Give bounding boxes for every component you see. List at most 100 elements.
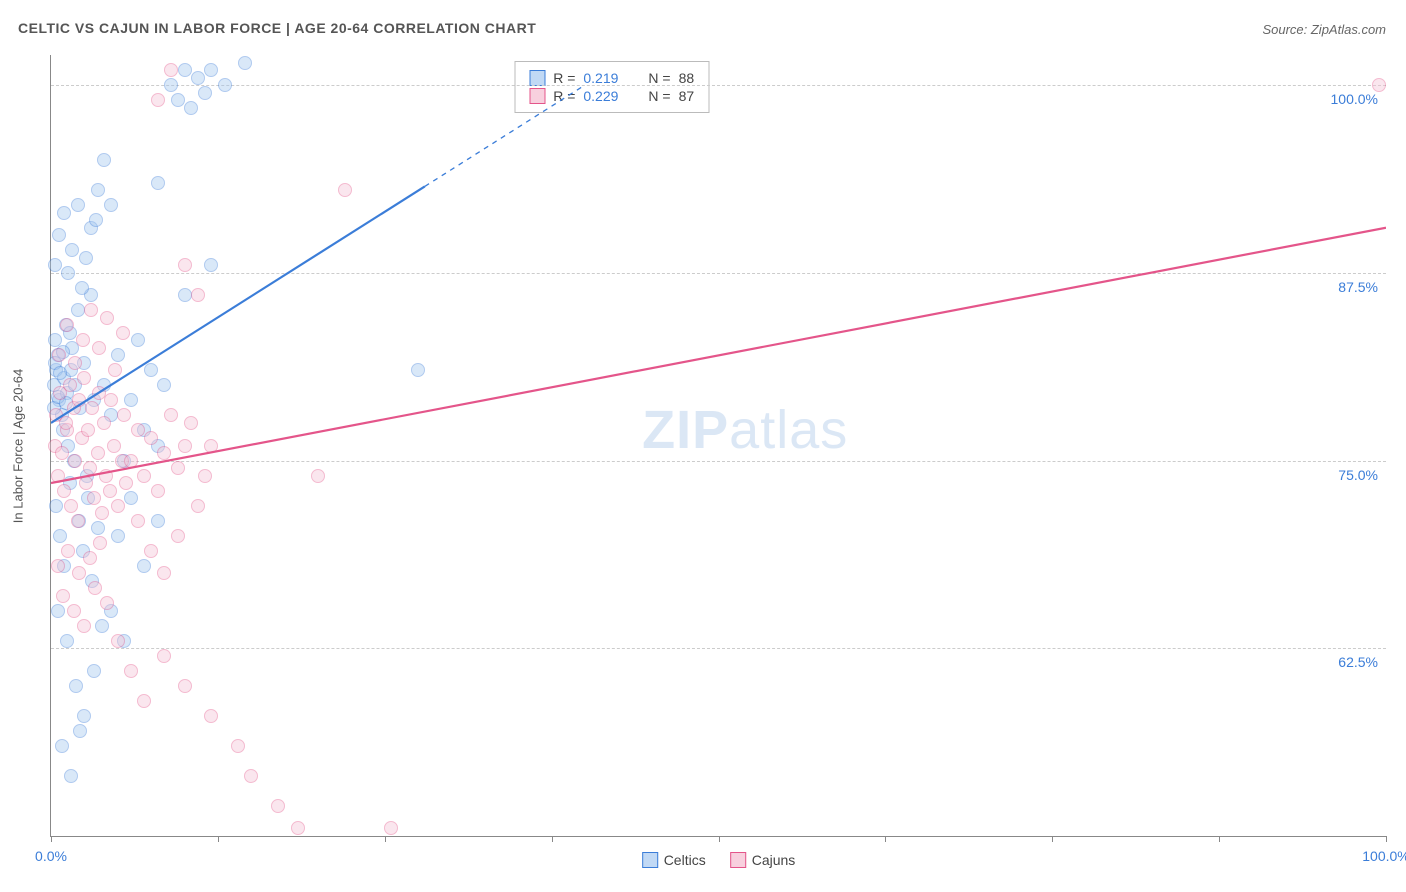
scatter-point (144, 363, 158, 377)
legend-swatch-icon (730, 852, 746, 868)
scatter-point (111, 348, 125, 362)
scatter-point (231, 739, 245, 753)
x-tick-label: 0.0% (35, 848, 67, 864)
scatter-point (137, 469, 151, 483)
scatter-point (204, 439, 218, 453)
scatter-point (157, 566, 171, 580)
gridline (51, 273, 1386, 274)
scatter-point (53, 529, 67, 543)
scatter-point (71, 514, 85, 528)
x-tick (1386, 836, 1387, 842)
scatter-point (137, 694, 151, 708)
scatter-point (178, 679, 192, 693)
scatter-point (171, 529, 185, 543)
scatter-point (71, 303, 85, 317)
scatter-point (191, 288, 205, 302)
legend-label: Cajuns (752, 852, 796, 868)
scatter-point (111, 529, 125, 543)
scatter-point (84, 303, 98, 317)
x-tick (885, 836, 886, 842)
scatter-point (51, 469, 65, 483)
scatter-point (91, 521, 105, 535)
scatter-point (72, 566, 86, 580)
y-tick-label: 62.5% (1338, 654, 1378, 670)
scatter-point (91, 446, 105, 460)
scatter-point (69, 679, 83, 693)
scatter-point (57, 206, 71, 220)
scatter-point (76, 333, 90, 347)
scatter-point (124, 454, 138, 468)
legend-swatch-icon (642, 852, 658, 868)
watermark: ZIPatlas (642, 399, 848, 461)
scatter-point (93, 536, 107, 550)
x-tick-label: 100.0% (1362, 848, 1406, 864)
stats-legend-row: R =0.219N =88 (529, 70, 694, 86)
scatter-point (55, 446, 69, 460)
scatter-point (68, 356, 82, 370)
scatter-point (77, 371, 91, 385)
scatter-point (64, 769, 78, 783)
scatter-point (61, 544, 75, 558)
scatter-point (68, 454, 82, 468)
x-tick (1052, 836, 1053, 842)
scatter-point (61, 266, 75, 280)
scatter-point (124, 664, 138, 678)
scatter-point (311, 469, 325, 483)
scatter-point (178, 288, 192, 302)
scatter-point (119, 476, 133, 490)
scatter-point (87, 664, 101, 678)
y-axis-title: In Labor Force | Age 20-64 (11, 369, 26, 523)
scatter-point (171, 461, 185, 475)
legend-item-celtics: Celtics (642, 852, 706, 868)
scatter-point (198, 469, 212, 483)
scatter-point (171, 93, 185, 107)
scatter-point (85, 401, 99, 415)
y-tick-label: 100.0% (1331, 91, 1378, 107)
x-tick (719, 836, 720, 842)
scatter-point (244, 769, 258, 783)
stats-legend-row: R =0.229N =87 (529, 88, 694, 104)
scatter-point (184, 416, 198, 430)
scatter-point (338, 183, 352, 197)
scatter-point (204, 63, 218, 77)
scatter-point (92, 341, 106, 355)
scatter-point (164, 63, 178, 77)
legend-item-cajuns: Cajuns (730, 852, 796, 868)
scatter-point (1372, 78, 1386, 92)
scatter-point (88, 581, 102, 595)
scatter-point (87, 491, 101, 505)
scatter-point (111, 499, 125, 513)
scatter-point (51, 604, 65, 618)
scatter-point (91, 183, 105, 197)
legend-swatch-icon (529, 70, 545, 86)
gridline (51, 648, 1386, 649)
scatter-point (164, 408, 178, 422)
scatter-point (97, 416, 111, 430)
scatter-point (411, 363, 425, 377)
gridline (51, 461, 1386, 462)
scatter-point (157, 649, 171, 663)
scatter-point (157, 446, 171, 460)
scatter-point (95, 619, 109, 633)
y-tick-label: 87.5% (1338, 279, 1378, 295)
scatter-point (384, 821, 398, 835)
scatter-point (83, 551, 97, 565)
scatter-point (89, 213, 103, 227)
source-attribution: Source: ZipAtlas.com (1262, 22, 1386, 37)
scatter-point (95, 506, 109, 520)
scatter-point (111, 634, 125, 648)
legend-swatch-icon (529, 88, 545, 104)
scatter-point (52, 348, 66, 362)
scatter-point (124, 393, 138, 407)
series-legend: Celtics Cajuns (642, 852, 796, 868)
scatter-point (151, 484, 165, 498)
scatter-point (178, 63, 192, 77)
scatter-point (67, 604, 81, 618)
scatter-point (238, 56, 252, 70)
x-tick (1219, 836, 1220, 842)
scatter-point (178, 258, 192, 272)
scatter-point (57, 484, 71, 498)
x-tick (51, 836, 52, 842)
scatter-point (64, 499, 78, 513)
scatter-point (204, 709, 218, 723)
